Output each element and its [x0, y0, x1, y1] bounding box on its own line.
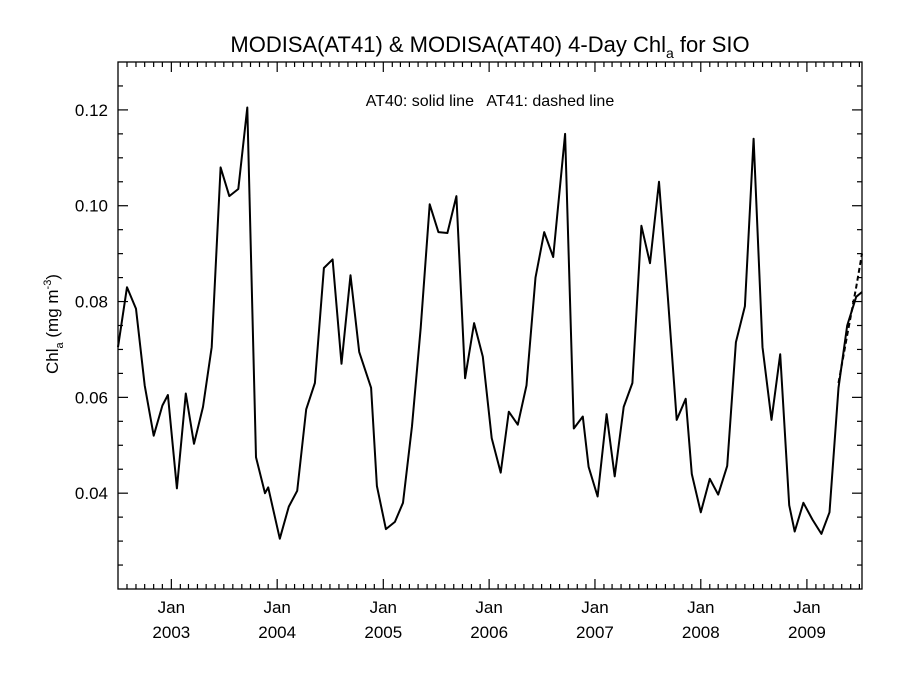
x-tick-label-month: Jan: [475, 598, 502, 617]
y-axis-label-subscript: a: [54, 341, 66, 348]
x-tick-label-month: Jan: [263, 598, 290, 617]
chart-title-subscript: a: [666, 45, 674, 61]
y-axis-label-unit: (mg m: [43, 289, 62, 342]
chart-title-suffix: for SIO: [674, 32, 750, 57]
x-tick-label-month: Jan: [793, 598, 820, 617]
x-tick-label-year: 2005: [364, 623, 402, 642]
x-tick-label-year: 2008: [682, 623, 720, 642]
plot-frame: [117, 61, 863, 590]
y-axis-label-close: ): [43, 274, 62, 280]
x-tick-label-year: 2007: [576, 623, 614, 642]
series-line-at41: [837, 253, 863, 384]
x-tick-label-year: 2004: [258, 623, 296, 642]
y-tick-label: 0.04: [75, 484, 108, 503]
x-tick-label-year: 2009: [788, 623, 826, 642]
y-axis-label: Chla (mg m-3): [42, 274, 66, 374]
y-axis-label-superscript: -3: [42, 280, 54, 290]
x-tick-label-month: Jan: [158, 598, 185, 617]
ticks-layer: [118, 62, 862, 589]
chart-annotation: AT40: solid line AT41: dashed line: [366, 93, 615, 110]
series-layer: [117, 106, 863, 540]
y-axis-label-main: Chl: [43, 348, 62, 374]
y-tick-label: 0.10: [75, 197, 108, 216]
y-tick-label: 0.06: [75, 388, 108, 407]
chart-title: MODISA(AT41) & MODISA(AT40) 4-Day Chla f…: [230, 32, 749, 61]
x-tick-label-month: Jan: [581, 598, 608, 617]
y-tick-label: 0.12: [75, 101, 108, 120]
x-tick-label-year: 2006: [470, 623, 508, 642]
x-tick-label-month: Jan: [370, 598, 397, 617]
chart-title-main: MODISA(AT41) & MODISA(AT40) 4-Day Chl: [230, 32, 666, 57]
y-tick-label: 0.08: [75, 293, 108, 312]
x-tick-label-year: 2003: [152, 623, 190, 642]
x-tick-label-month: Jan: [687, 598, 714, 617]
labels-layer: 0.04 0.06 0.08 0.10 0.12 Jan 2003 Jan 2004 Jan 200…: [75, 101, 826, 642]
series-line-at40: [117, 106, 863, 540]
